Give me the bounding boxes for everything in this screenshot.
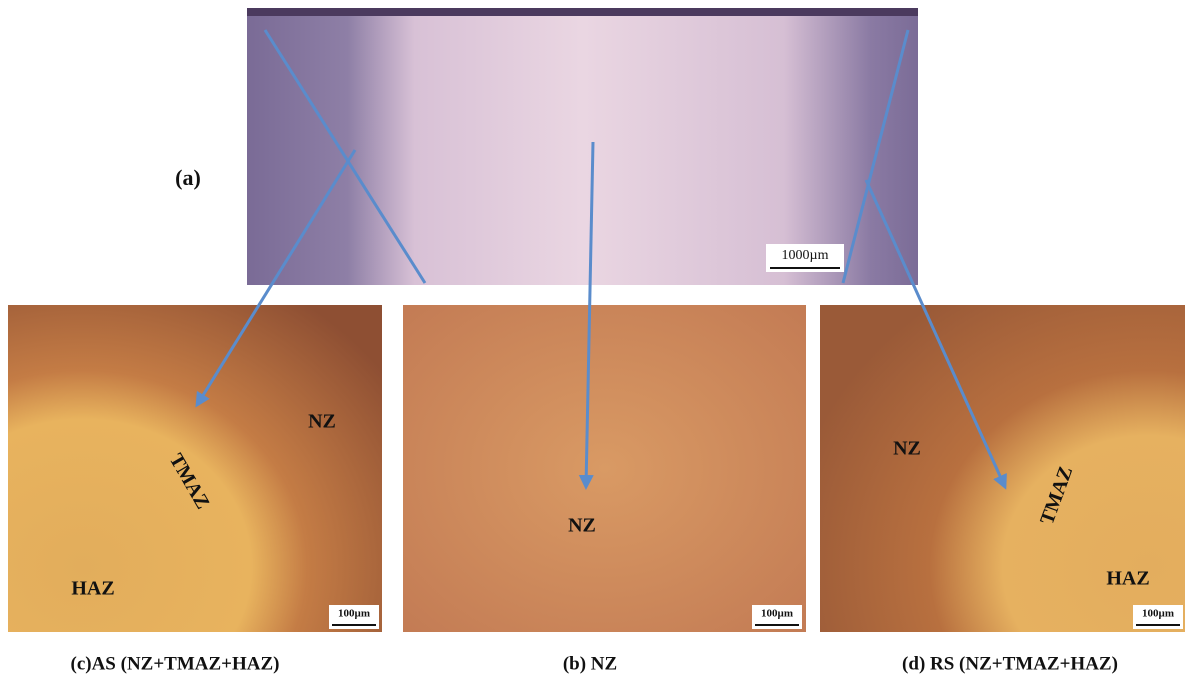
scale-bar-label: 100µm <box>338 608 370 620</box>
caption: (c)AS (NZ+TMAZ+HAZ) <box>71 653 280 674</box>
zone-label: HAZ <box>71 578 114 600</box>
macrograph <box>247 8 918 285</box>
micrograph <box>403 305 806 632</box>
caption: (b) NZ <box>563 653 617 674</box>
scale-bar-label: 100µm <box>1142 608 1174 620</box>
zone-label: HAZ <box>1106 568 1149 590</box>
panel-label: (a) <box>175 165 201 190</box>
caption: (d) RS (NZ+TMAZ+HAZ) <box>902 653 1118 674</box>
zone-label: NZ <box>893 438 921 460</box>
figure: (a) 1000µm NZ TMAZ HAZ 100µm (c)AS (NZ+T… <box>0 0 1191 684</box>
zone-label: NZ <box>308 411 336 433</box>
scale-bar-label: 100µm <box>761 608 793 620</box>
surface <box>247 8 918 16</box>
zone-label: NZ <box>568 515 596 537</box>
scale-bar-label: 1000µm <box>782 248 829 263</box>
